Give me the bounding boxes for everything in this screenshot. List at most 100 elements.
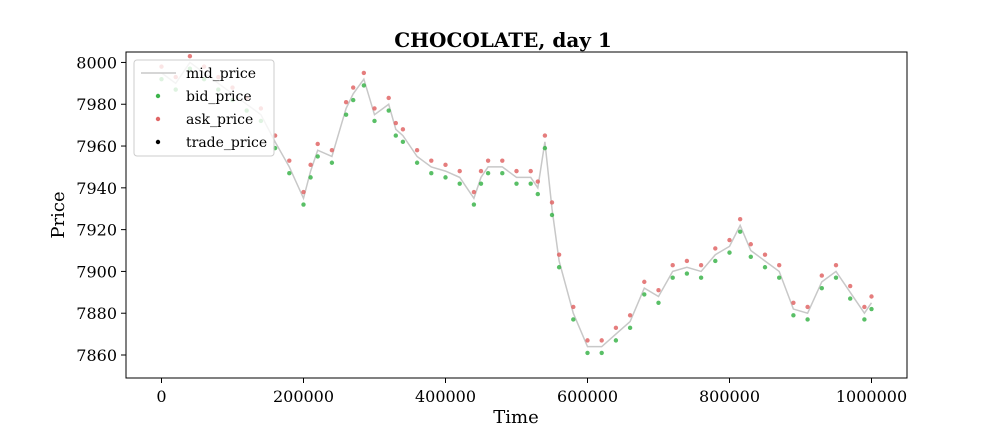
- data-point: [500, 158, 505, 163]
- data-point: [351, 85, 356, 90]
- data-point: [656, 300, 661, 305]
- data-point: [535, 179, 540, 184]
- data-point: [762, 265, 768, 270]
- data-point: [819, 273, 824, 278]
- data-point: [727, 237, 732, 243]
- data-point: [549, 212, 555, 218]
- data-point: [329, 148, 335, 153]
- legend-dot-marker: [155, 93, 161, 99]
- data-point: [514, 181, 519, 186]
- data-point: [500, 171, 505, 176]
- data-point: [833, 262, 839, 268]
- data-point: [414, 148, 420, 153]
- data-point: [308, 162, 313, 168]
- data-point: [471, 189, 477, 195]
- data-point: [372, 106, 377, 111]
- data-point: [514, 168, 519, 174]
- data-point: [315, 141, 320, 147]
- data-point: [684, 258, 690, 264]
- data-point: [478, 168, 484, 174]
- data-point: [351, 97, 356, 103]
- series-line-mid-price: [161, 61, 873, 348]
- y-tick-label: 8000: [76, 53, 117, 72]
- x-tick-label: 600000: [557, 387, 618, 406]
- x-axis-label: Time: [493, 407, 538, 428]
- data-point: [613, 338, 619, 343]
- data-point: [542, 133, 548, 138]
- data-point: [400, 127, 406, 132]
- data-point: [287, 158, 292, 163]
- data-point: [627, 313, 633, 318]
- data-point: [713, 258, 718, 264]
- data-point: [737, 216, 743, 222]
- x-axis: 0 200000 400000 600000 800000 1000000: [156, 378, 907, 406]
- data-point: [670, 262, 675, 268]
- data-point: [443, 175, 448, 180]
- legend-label: ask_price: [186, 112, 253, 128]
- y-tick-label: 7920: [76, 221, 117, 240]
- data-point: [301, 202, 306, 207]
- data-point: [571, 304, 576, 310]
- data-point: [727, 250, 732, 255]
- data-point: [748, 254, 753, 259]
- data-point: [762, 252, 768, 257]
- x-tick-label: 800000: [699, 387, 760, 406]
- data-point: [791, 313, 796, 318]
- data-point: [485, 171, 491, 176]
- data-point: [642, 292, 647, 297]
- data-point: [361, 83, 367, 88]
- data-point: [343, 99, 349, 105]
- data-point: [414, 160, 420, 165]
- data-point: [599, 338, 604, 343]
- data-point: [308, 175, 313, 180]
- data-point: [386, 95, 391, 101]
- data-point: [556, 252, 562, 257]
- legend-label: mid_price: [186, 66, 256, 82]
- data-point: [429, 171, 434, 176]
- data-point: [571, 317, 576, 322]
- legend-box: [133, 59, 275, 157]
- y-tick-label: 7980: [76, 95, 117, 114]
- data-point: [329, 160, 335, 165]
- data-point: [485, 158, 491, 163]
- data-point: [748, 242, 753, 247]
- data-point: [457, 181, 462, 186]
- data-point: [698, 262, 704, 268]
- data-point: [848, 283, 853, 289]
- y-axis: 7860 7880 7900 7920 7940 7960 7980 8000: [76, 53, 126, 365]
- data-point: [684, 271, 690, 276]
- data-point: [777, 275, 782, 280]
- legend-label: trade_price: [186, 135, 267, 151]
- data-point: [315, 154, 320, 159]
- data-point: [361, 70, 367, 76]
- data-point: [613, 325, 619, 331]
- data-point: [698, 275, 704, 280]
- data-point: [819, 285, 824, 291]
- data-point: [737, 229, 743, 234]
- legend-label: bid_price: [186, 89, 252, 105]
- data-point: [777, 262, 782, 268]
- x-tick-label: 200000: [273, 387, 334, 406]
- x-tick-label: 400000: [415, 387, 476, 406]
- data-point: [301, 189, 306, 195]
- x-tick-label: 1000000: [836, 387, 907, 406]
- legend-dot-marker: [155, 139, 161, 145]
- data-point: [713, 246, 718, 251]
- data-point: [471, 202, 477, 207]
- data-point: [393, 133, 398, 138]
- data-point: [805, 304, 810, 310]
- y-tick-label: 7880: [76, 304, 117, 323]
- data-point: [862, 317, 867, 322]
- data-point: [670, 275, 675, 280]
- data-point: [393, 120, 398, 126]
- data-point: [535, 191, 540, 197]
- y-tick-label: 7900: [76, 262, 117, 281]
- y-axis-label: Price: [48, 191, 69, 238]
- data-point: [187, 53, 193, 59]
- chart-title: CHOCOLATE, day 1: [394, 28, 612, 52]
- y-tick-label: 7960: [76, 137, 117, 156]
- data-point: [627, 325, 633, 331]
- plot-frame: [125, 51, 908, 379]
